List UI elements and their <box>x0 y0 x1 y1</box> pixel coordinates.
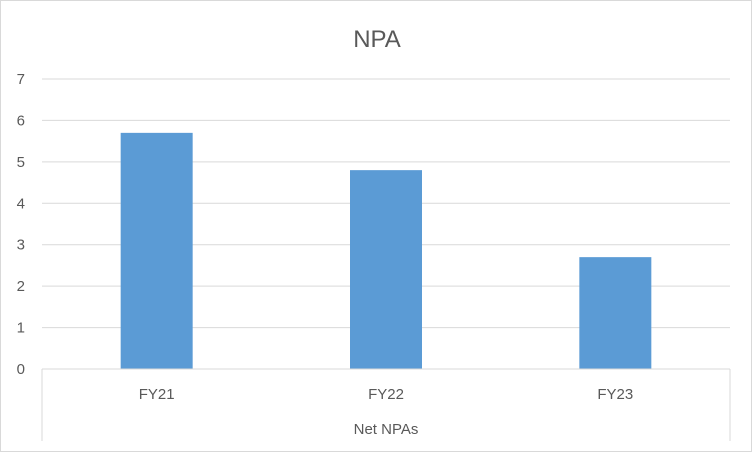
x-tick-label: FY21 <box>139 386 175 403</box>
y-tick-label: 2 <box>17 278 25 295</box>
bar-fy23 <box>579 257 652 369</box>
y-tick-label: 0 <box>17 361 25 378</box>
bars <box>120 132 652 369</box>
y-tick-label: 5 <box>17 154 25 171</box>
y-axis-ticks: 0 1 2 3 4 5 6 7 <box>17 71 25 378</box>
x-tick-label: FY23 <box>597 386 633 403</box>
y-tick-label: 7 <box>17 71 25 88</box>
y-tick-label: 3 <box>17 237 25 254</box>
chart-title: NPA <box>353 26 401 53</box>
y-tick-label: 6 <box>17 112 25 129</box>
y-tick-label: 1 <box>17 320 25 337</box>
category-axis: FY21 FY22 FY23 <box>41 368 731 441</box>
group-label: Net NPAs <box>354 421 419 438</box>
bar-fy21 <box>120 132 193 369</box>
x-tick-label: FY22 <box>368 386 404 403</box>
bar-fy22 <box>350 170 422 369</box>
y-tick-label: 4 <box>17 195 25 212</box>
